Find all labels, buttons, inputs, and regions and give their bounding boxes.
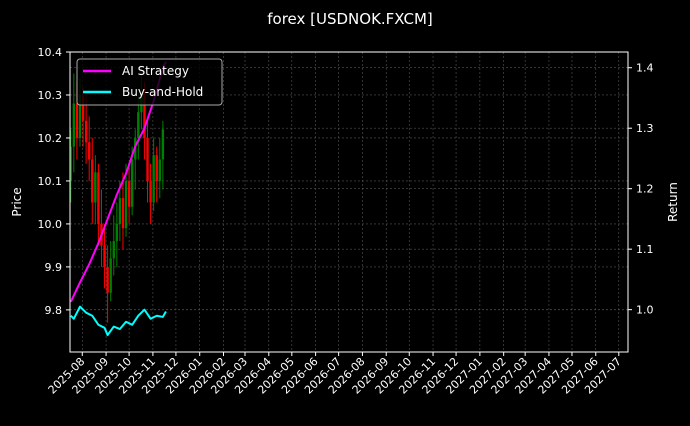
candle-body — [155, 155, 158, 181]
y2-axis-label: Return — [666, 182, 680, 222]
y-tick-label: 10.3 — [38, 89, 63, 102]
candle-body — [112, 241, 115, 259]
candle-body — [72, 103, 76, 147]
candle-body — [97, 172, 100, 224]
candle-body — [149, 180, 152, 203]
y-tick-label: 10.1 — [38, 175, 63, 188]
candle-body — [143, 90, 146, 138]
candle-body — [161, 129, 165, 160]
candle-body — [75, 103, 79, 138]
y-tick-label: 9.8 — [45, 304, 63, 317]
y2-tick-label: 1.1 — [636, 243, 654, 256]
chart-title: forex [USDNOK.FXCM] — [267, 10, 433, 28]
candle-body — [121, 198, 125, 229]
candle-body — [115, 223, 119, 242]
candle-body — [127, 180, 131, 207]
candle-body — [94, 172, 97, 203]
y2-tick-label: 1.2 — [636, 183, 654, 196]
candle-body — [87, 142, 91, 160]
y-tick-label: 10.2 — [38, 132, 63, 145]
candle-body — [152, 155, 155, 203]
candle-body — [81, 94, 85, 121]
candle-body — [91, 159, 94, 203]
y2-tick-label: 1.4 — [636, 62, 654, 75]
candle-body — [106, 266, 109, 293]
legend-label-strategy: AI Strategy — [122, 64, 189, 78]
candle-body — [146, 137, 149, 181]
y-tick-label: 9.9 — [45, 261, 63, 274]
candle-body — [103, 245, 106, 267]
y2-tick-label: 1.3 — [636, 122, 654, 135]
candle-body — [84, 120, 88, 143]
candle-body — [158, 159, 162, 181]
plot-frame — [69, 51, 629, 353]
candles — [69, 64, 165, 323]
candle-body — [78, 94, 82, 138]
series-line-buy-and-hold — [70, 305, 167, 337]
y-tick-label: 10.4 — [38, 46, 63, 59]
candle-body — [130, 159, 134, 207]
legend-label-buy-hold: Buy-and-Hold — [122, 85, 203, 99]
candle-body — [137, 112, 140, 138]
legend: AI Strategy Buy-and-Hold — [76, 58, 223, 106]
candle-body — [118, 198, 122, 224]
candle-body — [69, 146, 72, 181]
y2-tick-label: 1.0 — [636, 304, 654, 317]
y-axis-label: Price — [10, 187, 24, 216]
y-tick-label: 10.0 — [38, 218, 63, 231]
candle-body — [109, 258, 112, 293]
candle-body — [124, 180, 128, 229]
